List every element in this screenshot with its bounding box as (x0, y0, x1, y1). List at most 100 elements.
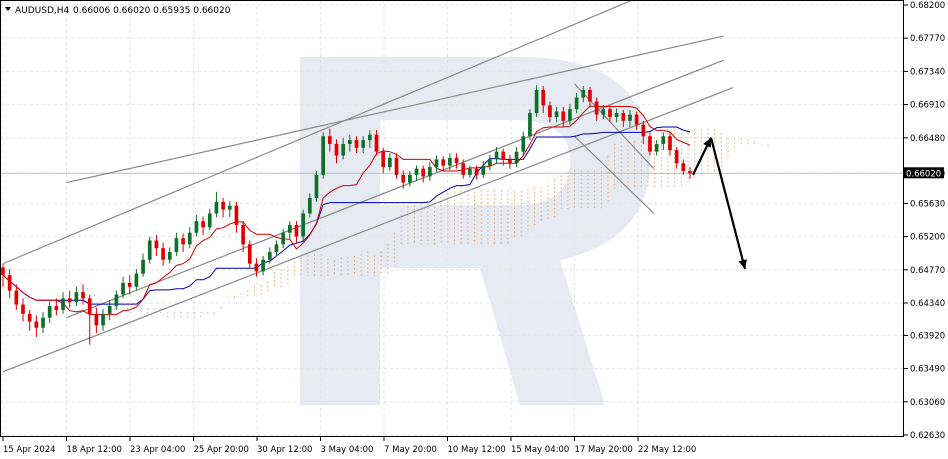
ohlc-values: 0.66006 0.66020 0.65935 0.66020 (73, 6, 231, 16)
candle-body (201, 221, 205, 228)
candle (61, 292, 65, 314)
candle (374, 130, 379, 156)
candle-body (301, 213, 305, 237)
candle-body (468, 168, 472, 175)
candle-body (181, 238, 185, 245)
candle-body (34, 321, 39, 328)
candle (581, 86, 586, 103)
candle (541, 86, 546, 114)
candle-body (41, 317, 45, 328)
candle-body (281, 232, 285, 245)
candle (461, 159, 466, 179)
candle (348, 134, 352, 152)
candle-body (134, 273, 139, 287)
candle (334, 139, 339, 164)
candle (668, 131, 672, 156)
candle (34, 315, 39, 337)
candle (201, 216, 205, 236)
y-tick-label: 0.65630 (910, 199, 945, 209)
candle-body (621, 113, 626, 121)
candle (281, 228, 285, 249)
candle-body (227, 205, 232, 210)
dropdown-triangle-icon[interactable] (5, 7, 11, 11)
candle-body (361, 140, 366, 148)
candle (368, 130, 372, 148)
symbol-label: AUDUSD,H4 (15, 6, 70, 16)
candle (361, 136, 366, 154)
candle-body (321, 136, 325, 175)
candle (528, 109, 532, 141)
y-tick-label: 0.63490 (910, 365, 945, 375)
candle (227, 201, 232, 218)
candle (1, 263, 5, 287)
candle (254, 258, 259, 277)
candle-body (548, 105, 552, 117)
candle (214, 191, 219, 218)
candle-body (394, 157, 399, 175)
candle-body (94, 313, 99, 326)
candle-body (74, 292, 79, 303)
candle (161, 242, 165, 266)
candle (127, 275, 132, 295)
candle-body (401, 174, 406, 183)
trend-line (574, 135, 655, 214)
y-tick-label: 0.64340 (910, 299, 945, 309)
candle (174, 232, 179, 256)
x-tick-label: 7 May 20:00 (384, 445, 437, 455)
candle-body (434, 159, 439, 168)
candle (54, 298, 59, 316)
candle-body (514, 151, 519, 164)
candle-body (261, 259, 265, 272)
candle-body (334, 143, 339, 156)
candle (621, 109, 626, 127)
candle (114, 290, 119, 310)
x-tick-label: 17 May 20:00 (575, 445, 633, 455)
candle-body (574, 97, 579, 110)
candle (448, 153, 452, 171)
candle (588, 86, 592, 107)
candle (207, 208, 212, 231)
tenkan-line (2, 105, 691, 316)
candle-body (87, 298, 92, 314)
candle (441, 156, 446, 171)
candle-body (441, 159, 446, 166)
candle (154, 235, 159, 256)
forecast-arrows (692, 137, 747, 270)
candle-body (61, 298, 65, 310)
plot-frame (0, 0, 904, 437)
candle-body (581, 89, 586, 98)
candle (241, 221, 245, 253)
y-tick-label: 0.66910 (910, 101, 945, 111)
candle (414, 165, 419, 182)
candle (101, 309, 105, 331)
candle-body (327, 136, 332, 144)
trend-line (66, 35, 724, 184)
candle (321, 132, 325, 179)
candle-body (474, 168, 479, 175)
candle (434, 155, 439, 172)
candle-body (121, 282, 125, 295)
candle-body (594, 101, 599, 115)
candle (648, 132, 652, 156)
candle-body (241, 225, 245, 245)
trend-line (2, 87, 734, 373)
candle-body (648, 136, 652, 152)
candle (261, 255, 265, 276)
candle (654, 140, 659, 156)
candle-body (307, 197, 312, 214)
y-tick-label: 0.64770 (910, 266, 945, 276)
candle (381, 147, 386, 174)
y-axis: 0.68200 0.67770 0.67340 0.66910 0.66480 0.660… (904, 1, 945, 441)
candle (74, 286, 79, 307)
candle (661, 132, 666, 151)
x-tick-label: 15 May 04:00 (511, 445, 569, 455)
y-tick-label: 0.63060 (910, 398, 945, 408)
candle-body (608, 109, 612, 117)
candle-body (368, 134, 372, 141)
candle (428, 162, 432, 182)
candle (294, 221, 299, 243)
candle (681, 159, 686, 175)
candle-body (554, 111, 559, 117)
candle (674, 147, 679, 169)
candle (194, 214, 199, 237)
